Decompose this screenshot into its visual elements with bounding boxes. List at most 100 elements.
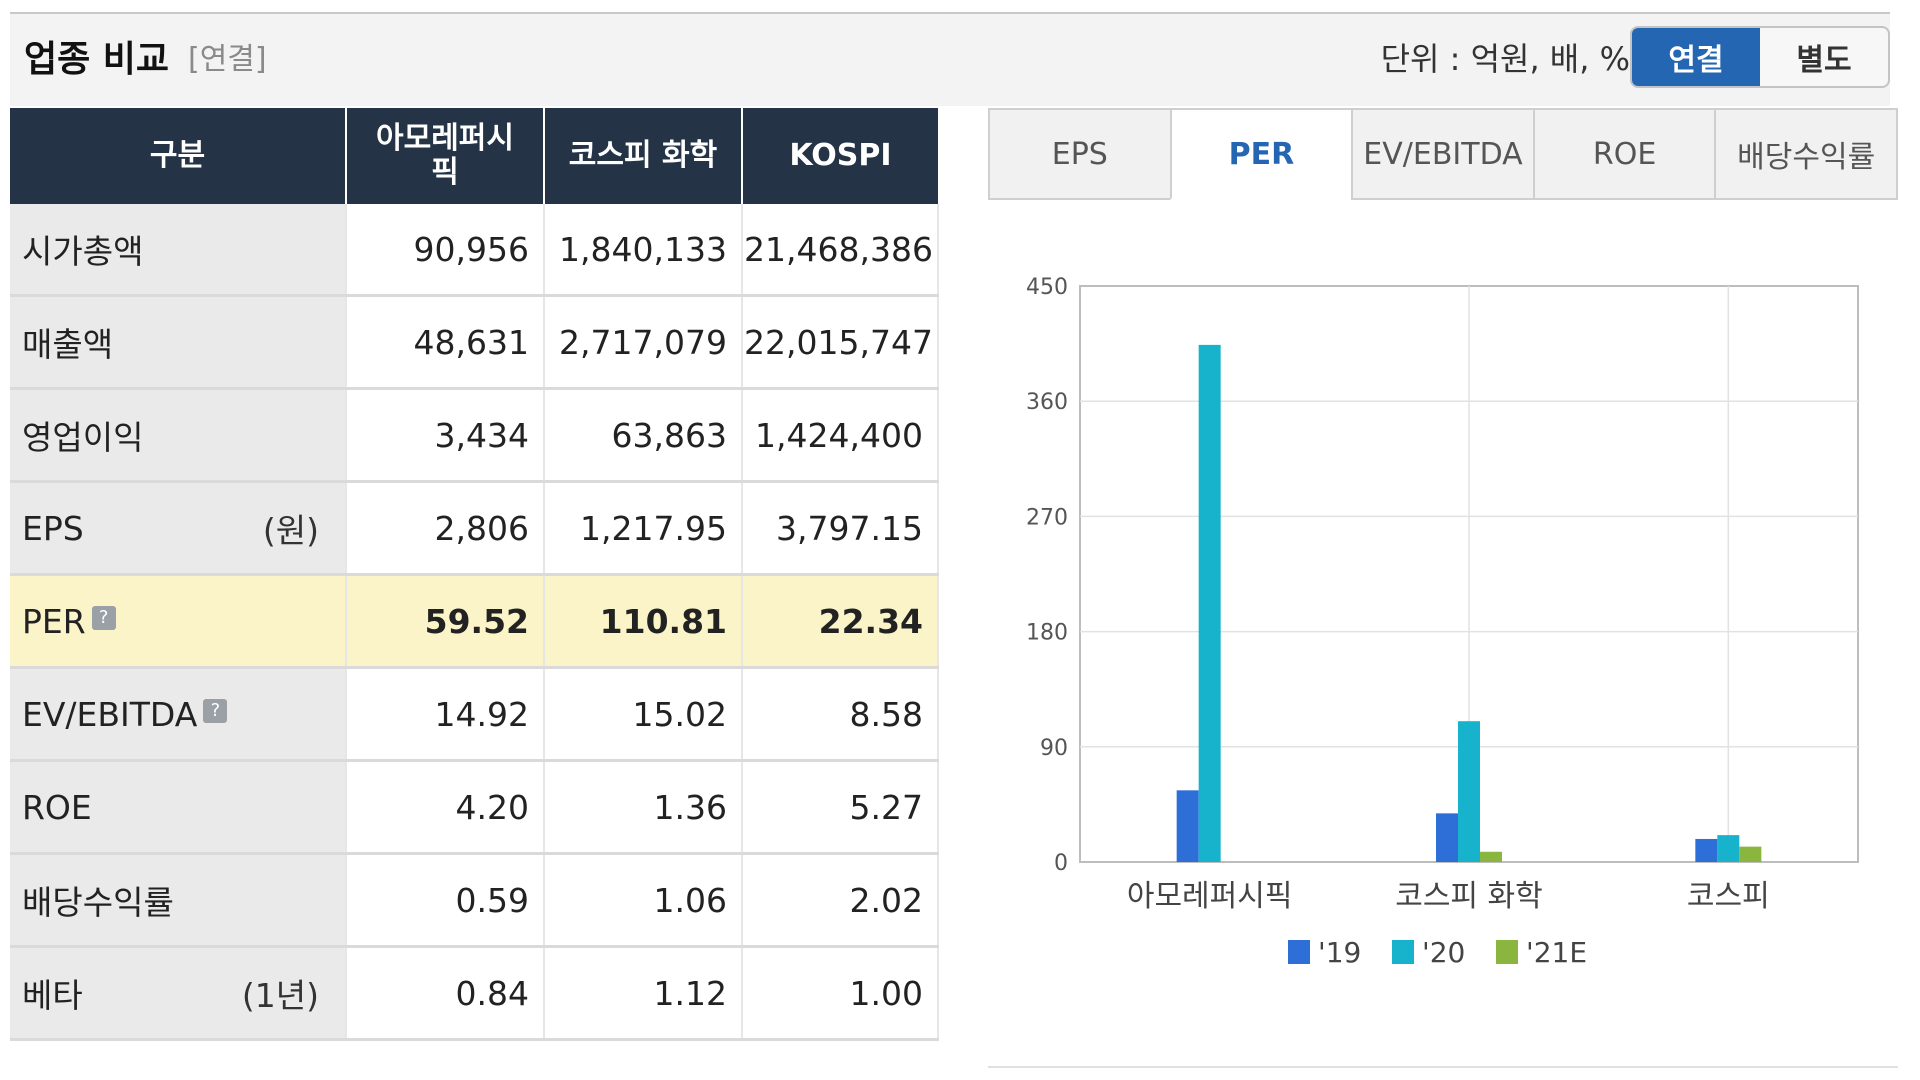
y-tick-label: 90 — [1040, 736, 1068, 761]
row-label: 시가총액 — [22, 232, 144, 271]
value-cell: 48,631 — [346, 295, 545, 390]
table-row: 베타 (1년) 0.84 1.12 1.00 — [10, 946, 939, 1041]
metric-tabs: EPS PER EV/EBITDA ROE 배당수익률 — [988, 108, 1898, 200]
table-row: PER? 59.52 110.81 22.34 — [10, 574, 939, 669]
row-label-cell: ROE — [10, 760, 347, 855]
row-label: 매출액 — [22, 325, 114, 364]
value-cell: 22.34 — [742, 574, 939, 669]
value-cell: 1,424,400 — [742, 388, 939, 483]
legend-swatch — [1288, 940, 1310, 964]
unit-label: 단위 : 억원, 배, % — [1380, 40, 1630, 78]
row-label: 영업이익 — [22, 418, 144, 457]
row-label: 배당수익률 — [22, 883, 174, 922]
row-label-cell: PER? — [10, 574, 347, 669]
row-label: EV/EBITDA — [22, 694, 198, 734]
legend-swatch — [1392, 940, 1414, 964]
value-cell: 14.92 — [346, 667, 545, 762]
value-cell: 0.59 — [346, 853, 545, 948]
table-header-row: 구분 아모레퍼시 픽 코스피 화학 KOSPI — [10, 108, 938, 204]
legend-label: '20 — [1422, 936, 1465, 969]
row-unit-label: (1년) — [241, 976, 319, 1015]
bar — [1198, 344, 1221, 862]
table-row: 영업이익 3,434 63,863 1,424,400 — [10, 388, 939, 483]
value-cell: 90,956 — [346, 204, 545, 297]
value-cell: 1,840,133 — [544, 204, 743, 297]
tab-dividend-yield[interactable]: 배당수익률 — [1714, 108, 1898, 200]
bar — [1176, 790, 1199, 862]
bar — [1739, 846, 1762, 862]
legend-label: '19 — [1318, 936, 1361, 969]
toggle-consolidated-button[interactable]: 연결 — [1632, 28, 1760, 86]
row-label-cell: 베타 (1년) — [10, 946, 347, 1041]
row-label: ROE — [22, 787, 92, 827]
row-label: 베타 — [22, 976, 83, 1015]
value-cell: 110.81 — [544, 574, 743, 669]
tab-per[interactable]: PER — [1169, 108, 1352, 200]
toggle-separate-button[interactable]: 별도 — [1796, 43, 1852, 78]
table-row: EPS (원) 2,806 1,217.95 3,797.15 — [10, 481, 939, 576]
section-subtitle: [연결] — [188, 42, 267, 77]
section-title: 업종 비교 — [24, 39, 170, 80]
table-col-header: KOSPI — [742, 108, 938, 204]
y-tick-label: 450 — [1026, 275, 1068, 300]
value-cell: 4.20 — [346, 760, 545, 855]
per-bar-chart: 0 90 180 270 360 450 아모레퍼시픽 코스피 화학 코스피 '19 '20 '21E — [1026, 275, 1859, 969]
legend-label: '21E — [1526, 936, 1587, 969]
comparison-table: 구분 아모레퍼시 픽 코스피 화학 KOSPI 시가총액 90,956 1,840,… — [10, 108, 939, 1041]
value-cell: 2,717,079 — [544, 295, 743, 390]
value-cell: 3,434 — [346, 388, 545, 483]
y-tick-label: 0 — [1054, 851, 1068, 876]
table-row: 시가총액 90,956 1,840,133 21,468,386 — [10, 204, 939, 297]
x-category-label: 코스피 화학 — [1395, 879, 1543, 914]
value-cell: 21,468,386 — [742, 204, 939, 297]
value-cell: 2,806 — [346, 481, 545, 576]
value-cell: 1,217.95 — [544, 481, 743, 576]
tab-eps[interactable]: EPS — [988, 108, 1170, 200]
value-cell: 3,797.15 — [742, 481, 939, 576]
tab-roe[interactable]: ROE — [1532, 108, 1715, 200]
row-label-cell: 배당수익률 — [10, 853, 347, 948]
value-cell: 8.58 — [742, 667, 939, 762]
y-tick-label: 270 — [1026, 505, 1068, 530]
row-label-cell: 시가총액 — [10, 204, 347, 297]
panel-bottom-line — [988, 1066, 1898, 1068]
bar — [1436, 813, 1458, 862]
y-tick-label: 180 — [1026, 621, 1068, 646]
top-border-line — [10, 12, 1890, 14]
value-cell: 0.84 — [346, 946, 545, 1041]
x-category-label: 아모레퍼시픽 — [1127, 879, 1293, 914]
row-label: EPS — [22, 508, 84, 548]
value-cell: 59.52 — [346, 574, 545, 669]
value-cell: 15.02 — [544, 667, 743, 762]
value-cell: 1.36 — [544, 760, 743, 855]
help-icon[interactable]: ? — [91, 605, 116, 630]
row-unit-label: (원) — [262, 511, 319, 550]
x-category-label: 코스피 — [1687, 879, 1770, 914]
section-header — [10, 14, 1890, 106]
value-cell: 22,015,747 — [742, 295, 939, 390]
legend-swatch — [1496, 940, 1518, 964]
consolidation-toggle: 연결 별도 — [1630, 26, 1890, 88]
value-cell: 1.12 — [544, 946, 743, 1041]
value-cell: 1.06 — [544, 853, 743, 948]
bar — [1695, 838, 1718, 862]
value-cell: 2.02 — [742, 853, 939, 948]
tab-ev-ebitda[interactable]: EV/EBITDA — [1351, 108, 1533, 200]
row-label: PER — [22, 601, 86, 641]
bar — [1480, 851, 1502, 862]
table-row: 매출액 48,631 2,717,079 22,015,747 — [10, 295, 939, 390]
row-label-cell: 영업이익 — [10, 388, 347, 483]
table-col-header: 구분 — [10, 108, 347, 204]
row-label-cell: EV/EBITDA? — [10, 667, 347, 762]
table-col-header: 아모레퍼시 픽 — [346, 108, 545, 204]
row-label-cell: 매출액 — [10, 295, 347, 390]
table-col-header: 코스피 화학 — [544, 108, 743, 204]
y-tick-label: 360 — [1026, 390, 1068, 415]
help-icon[interactable]: ? — [203, 698, 228, 723]
bar — [1717, 835, 1740, 862]
value-cell: 1.00 — [742, 946, 939, 1041]
table-row: ROE 4.20 1.36 5.27 — [10, 760, 939, 855]
bar — [1458, 721, 1480, 862]
table-row: EV/EBITDA? 14.92 15.02 8.58 — [10, 667, 939, 762]
value-cell: 63,863 — [544, 388, 743, 483]
